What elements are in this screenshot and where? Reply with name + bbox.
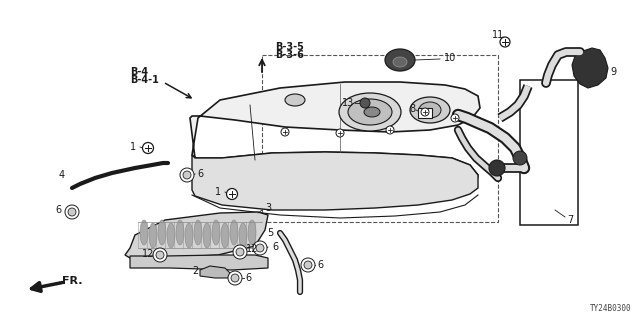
- Polygon shape: [130, 255, 268, 270]
- Circle shape: [253, 241, 267, 255]
- Text: 6: 6: [55, 205, 61, 215]
- Circle shape: [236, 248, 244, 256]
- Ellipse shape: [385, 49, 415, 71]
- Ellipse shape: [167, 223, 175, 248]
- Circle shape: [156, 251, 164, 259]
- Text: 8: 8: [409, 104, 415, 114]
- Circle shape: [500, 37, 510, 47]
- Circle shape: [489, 160, 505, 176]
- Circle shape: [301, 258, 315, 272]
- Ellipse shape: [393, 57, 407, 67]
- Text: 6: 6: [317, 260, 323, 270]
- Text: 6: 6: [245, 273, 251, 283]
- Polygon shape: [192, 152, 478, 210]
- Ellipse shape: [140, 220, 148, 245]
- Text: 11: 11: [492, 30, 504, 40]
- Ellipse shape: [203, 223, 211, 248]
- Circle shape: [180, 168, 194, 182]
- Circle shape: [256, 244, 264, 252]
- Ellipse shape: [248, 220, 256, 245]
- Text: TY24B0300: TY24B0300: [590, 304, 632, 313]
- Ellipse shape: [158, 220, 166, 245]
- Circle shape: [360, 98, 370, 108]
- Circle shape: [386, 126, 394, 134]
- Circle shape: [153, 248, 167, 262]
- Polygon shape: [190, 82, 480, 194]
- Ellipse shape: [185, 223, 193, 248]
- Text: B-3-6: B-3-6: [275, 50, 304, 60]
- Text: 10: 10: [444, 53, 456, 63]
- Bar: [418, 108, 432, 118]
- Circle shape: [228, 271, 242, 285]
- Text: 6: 6: [272, 242, 278, 252]
- Text: FR.: FR.: [61, 276, 83, 286]
- Bar: [262, 55, 498, 222]
- Circle shape: [421, 108, 429, 116]
- Ellipse shape: [176, 220, 184, 245]
- Circle shape: [336, 129, 344, 137]
- Circle shape: [231, 274, 239, 282]
- Text: 1: 1: [130, 142, 136, 152]
- Text: 7: 7: [567, 215, 573, 225]
- Polygon shape: [572, 48, 608, 88]
- Ellipse shape: [149, 223, 157, 248]
- Text: 4: 4: [59, 170, 65, 180]
- Text: B-4-1: B-4-1: [130, 75, 159, 85]
- Ellipse shape: [194, 220, 202, 245]
- Ellipse shape: [410, 97, 450, 123]
- Circle shape: [281, 128, 289, 136]
- Ellipse shape: [419, 102, 441, 118]
- Ellipse shape: [364, 107, 380, 117]
- Text: 9: 9: [610, 67, 616, 77]
- Text: B-3-5: B-3-5: [275, 42, 304, 52]
- Ellipse shape: [348, 99, 392, 125]
- Text: 3: 3: [265, 203, 271, 213]
- Ellipse shape: [212, 220, 220, 245]
- Text: 6: 6: [197, 169, 203, 179]
- Text: 1: 1: [215, 187, 221, 197]
- Circle shape: [143, 142, 154, 154]
- Text: 5: 5: [267, 228, 273, 238]
- Bar: [520, 80, 578, 225]
- Polygon shape: [200, 266, 230, 278]
- Text: 12: 12: [142, 249, 154, 259]
- Circle shape: [227, 188, 237, 199]
- Text: B-4: B-4: [130, 67, 148, 77]
- Text: 12: 12: [246, 244, 258, 254]
- Ellipse shape: [239, 223, 247, 248]
- Text: 13: 13: [342, 98, 354, 108]
- Ellipse shape: [285, 94, 305, 106]
- Circle shape: [451, 114, 459, 122]
- Circle shape: [65, 205, 79, 219]
- Circle shape: [304, 261, 312, 269]
- Circle shape: [513, 151, 527, 165]
- Circle shape: [233, 245, 247, 259]
- Ellipse shape: [339, 93, 401, 131]
- Ellipse shape: [230, 220, 238, 245]
- Circle shape: [68, 208, 76, 216]
- Ellipse shape: [221, 223, 229, 248]
- Text: 2: 2: [192, 266, 198, 276]
- Polygon shape: [125, 212, 268, 258]
- Circle shape: [183, 171, 191, 179]
